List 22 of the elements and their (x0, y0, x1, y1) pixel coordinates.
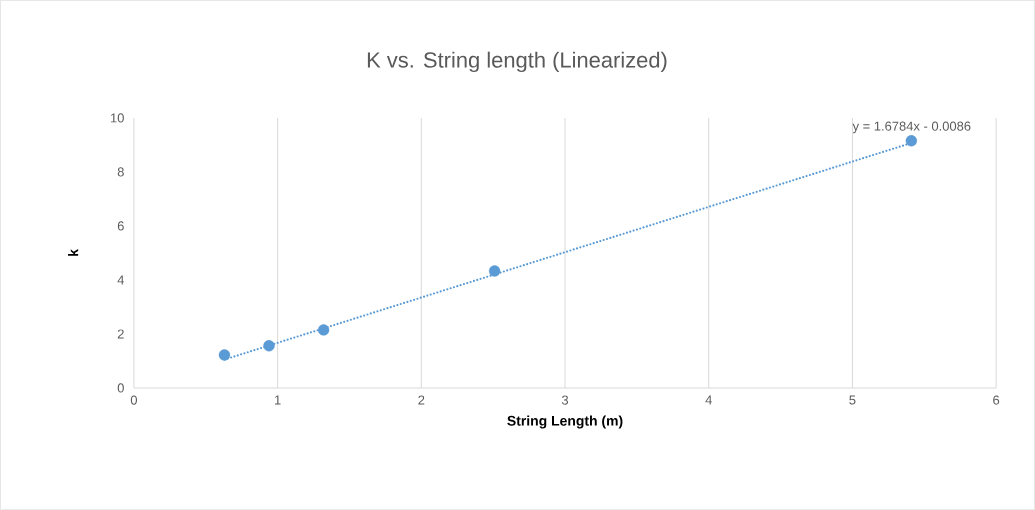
point (905, 135, 918, 147)
point (317, 324, 330, 336)
y-tick-label: 4 (117, 275, 125, 285)
x-axis-title: String Length (m) (507, 415, 623, 429)
y-tick-label: 10 (110, 113, 124, 123)
y-tick-label: 6 (117, 221, 124, 231)
chart-title: K vs. String length (Linearized) (367, 51, 667, 73)
x-tick-label: 6 (993, 395, 1000, 405)
y-tick-label: 2 (117, 329, 124, 339)
y-tick-label: 0 (117, 383, 124, 393)
x-tick-label: 5 (849, 395, 856, 405)
point (488, 265, 501, 277)
point (263, 340, 275, 352)
point (218, 349, 231, 361)
x-tick-label: 0 (130, 395, 138, 405)
annotation: y = 1.6784x - 0.0086 (852, 121, 971, 134)
x-tick-label: 4 (705, 395, 712, 405)
x-tick-label: 1 (275, 395, 281, 405)
y-axis-title: k (68, 249, 79, 256)
x-tick-label: 3 (561, 395, 569, 405)
y-tick-label: 8 (117, 167, 124, 177)
x-tick-label: 2 (418, 395, 425, 405)
